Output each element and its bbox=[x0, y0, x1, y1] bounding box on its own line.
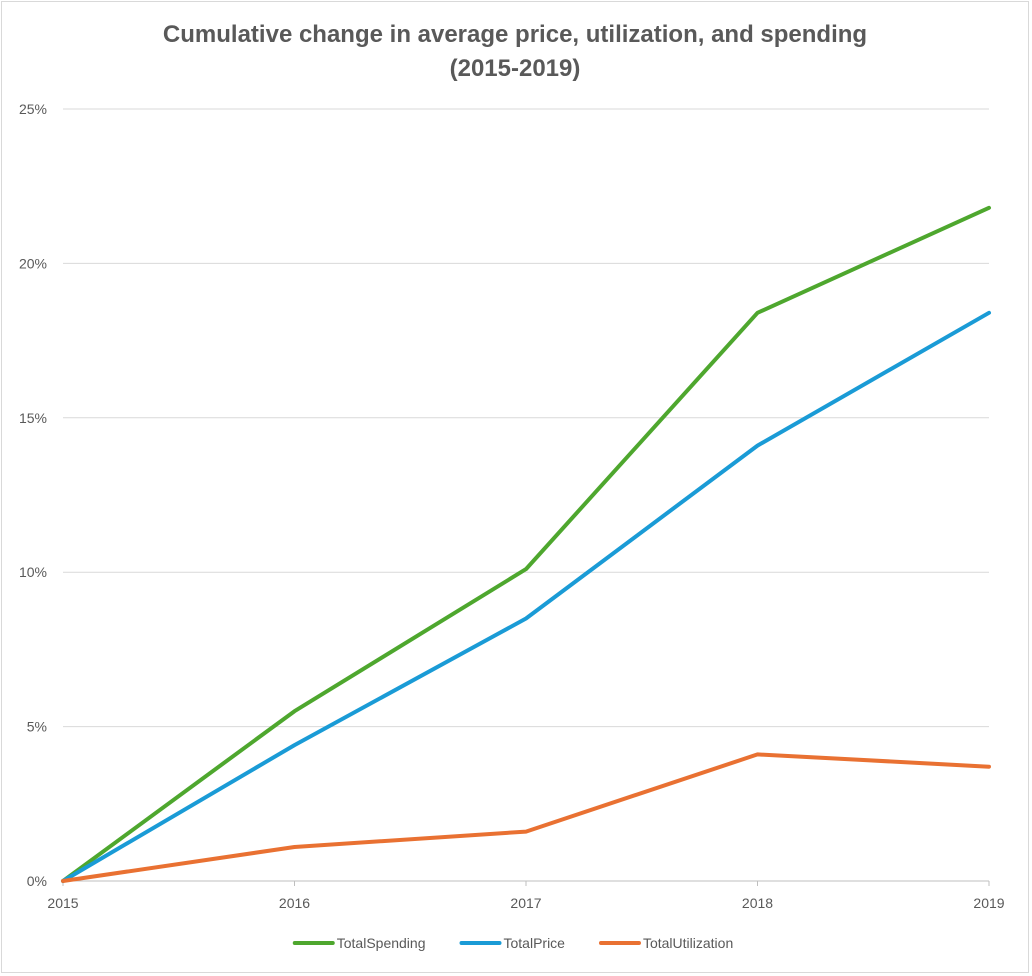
chart-title: Cumulative change in average price, util… bbox=[0, 18, 1030, 86]
legend-label: TotalPrice bbox=[504, 935, 566, 951]
legend-label: TotalUtilization bbox=[643, 935, 733, 951]
series-lines bbox=[61, 205, 991, 883]
chart-title-line-2: (2015-2019) bbox=[449, 55, 581, 82]
series-line-totalspending bbox=[61, 205, 991, 883]
legend-item-totalprice: TotalPrice bbox=[459, 935, 566, 951]
chart-title-line-1: Cumulative change in average price, util… bbox=[162, 21, 868, 48]
x-tick-label: 2017 bbox=[510, 895, 541, 911]
y-tick-label: 10% bbox=[19, 564, 47, 580]
legend: TotalSpending TotalPrice TotalUtilization bbox=[292, 935, 733, 951]
y-tick-label: 5% bbox=[27, 719, 47, 735]
y-tick-label: 25% bbox=[19, 101, 47, 117]
y-tick-label: 0% bbox=[27, 873, 47, 889]
legend-item-totalutilization: TotalUtilization bbox=[598, 935, 733, 951]
x-tick-label: 2018 bbox=[742, 895, 773, 911]
legend-label: TotalSpending bbox=[337, 935, 426, 951]
legend-item-totalspending: TotalSpending bbox=[292, 935, 426, 951]
y-tick-label: 20% bbox=[19, 255, 47, 271]
x-tick-label: 2016 bbox=[279, 895, 310, 911]
series-line-totalutilization bbox=[61, 752, 991, 883]
gridlines bbox=[63, 108, 989, 728]
x-tick-label: 2015 bbox=[47, 895, 78, 911]
series-line-totalprice bbox=[61, 310, 991, 883]
y-tick-label: 15% bbox=[19, 410, 47, 426]
x-tick-label: 2019 bbox=[973, 895, 1004, 911]
axes: 0% 5% 10% 15% 20% 25% 2015 2016 2017 2018 2019 bbox=[19, 101, 1005, 911]
